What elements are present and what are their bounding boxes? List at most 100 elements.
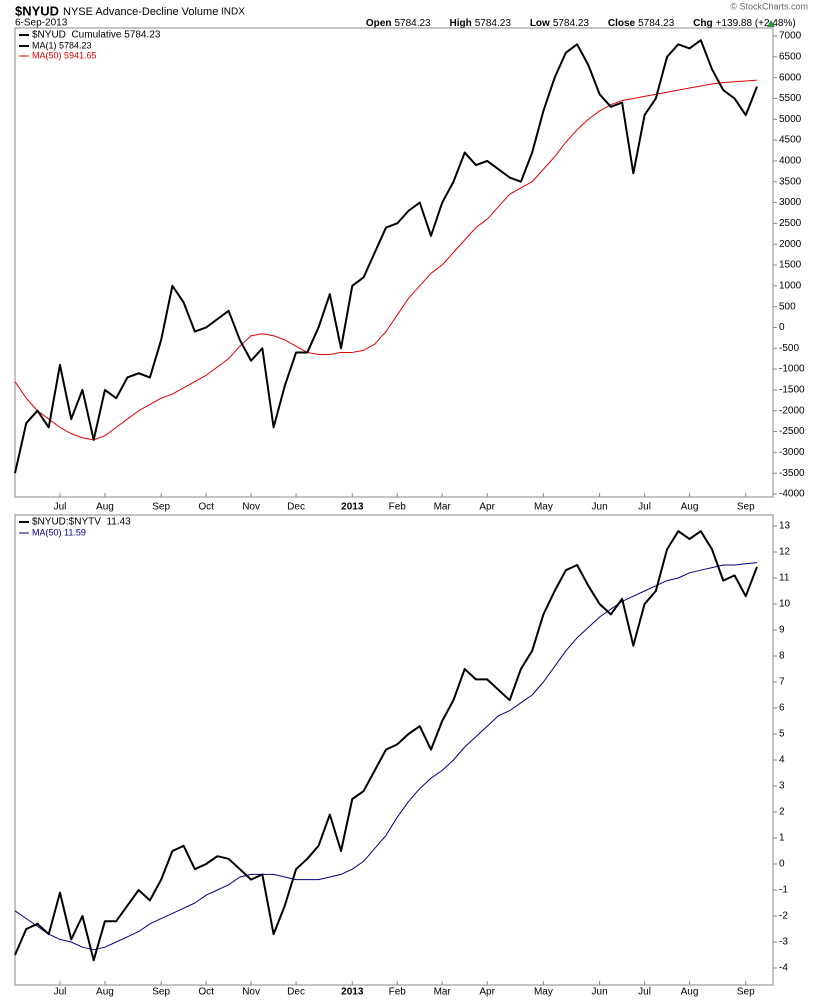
quote-value: 5784.23: [394, 18, 431, 29]
y-tick-label: -2000: [779, 405, 805, 416]
y-tick-label: 3500: [779, 176, 802, 187]
y-tick-label: 2000: [779, 239, 802, 250]
x-tick-label: Sep: [737, 502, 755, 513]
y-tick-label: 1: [779, 833, 785, 844]
x-tick-label: 2013: [341, 987, 364, 998]
x-tick-label: Jun: [592, 502, 608, 513]
quote: Open 5784.23 High 5784.23 Low 5784.23 Close…: [352, 18, 804, 29]
x-tick-label: Jul: [638, 502, 651, 513]
x-tick-label: Aug: [681, 987, 699, 998]
quote-value: 5784.23: [475, 18, 512, 29]
legend-label: MA(1) 5784.23: [32, 40, 92, 50]
y-tick-label: 1500: [779, 260, 802, 271]
legend-label: MA(50) 5941.65: [32, 50, 97, 60]
y-tick-label: 5: [779, 729, 785, 740]
series-line: [14, 39, 758, 474]
x-tick-label: Feb: [389, 502, 407, 513]
y-tick-label: -1: [779, 885, 788, 896]
x-tick-label: Dec: [287, 987, 305, 998]
y-tick-label: 6500: [779, 51, 802, 62]
y-tick-label: -3500: [779, 468, 805, 479]
x-tick-label: Sep: [737, 987, 755, 998]
x-tick-label: May: [534, 502, 553, 513]
legend-label: MA(50) 11.59: [32, 527, 86, 537]
y-tick-label: 5000: [779, 114, 802, 125]
x-tick-label: Sep: [152, 987, 170, 998]
quote-value: +139.88 (+2.48%): [716, 18, 796, 29]
x-tick-label: Feb: [389, 987, 407, 998]
x-tick-label: Nov: [242, 987, 260, 998]
y-tick-label: 6000: [779, 72, 802, 83]
legend-title: $NYUD:$NYTV 11.43: [32, 517, 131, 528]
x-tick-label: Mar: [434, 987, 452, 998]
x-tick-label: Aug: [96, 502, 114, 513]
x-tick-label: Aug: [681, 502, 699, 513]
y-tick-label: 4: [779, 755, 785, 766]
x-tick-label: 2013: [341, 502, 364, 513]
x-tick-label: Jul: [54, 987, 67, 998]
symbol: $NYUD: [15, 3, 59, 18]
quote-value: 5784.23: [638, 18, 675, 29]
y-tick-label: 12: [779, 547, 791, 558]
y-tick-label: -2500: [779, 426, 805, 437]
quote-label: Close: [608, 18, 636, 29]
y-tick-label: 1000: [779, 280, 802, 291]
y-tick-label: 4000: [779, 156, 802, 167]
quote-value: 5784.23: [553, 18, 590, 29]
quote-label: Low: [530, 18, 550, 29]
x-tick-label: Jul: [638, 987, 651, 998]
x-tick-label: Jul: [54, 502, 67, 513]
y-tick-label: 2: [779, 807, 785, 818]
series-line: [14, 530, 758, 962]
y-tick-label: -3000: [779, 447, 805, 458]
x-tick-label: Jun: [592, 987, 608, 998]
series-line: [14, 562, 758, 951]
plot-frame: [14, 514, 774, 986]
security-name: NYSE Advance-Decline Volume: [63, 6, 218, 18]
y-tick-label: 500: [779, 301, 796, 312]
x-tick-label: Apr: [479, 502, 495, 513]
y-tick-label: 4500: [779, 135, 802, 146]
exchange: INDX: [221, 7, 245, 18]
x-tick-label: Oct: [198, 987, 214, 998]
y-tick-label: 10: [779, 599, 791, 610]
y-tick-label: -1000: [779, 364, 805, 375]
x-tick-label: Dec: [287, 502, 305, 513]
y-tick-label: 9: [779, 625, 785, 636]
y-tick-label: 13: [779, 521, 791, 532]
quote-label: High: [450, 18, 472, 29]
x-tick-label: Mar: [434, 502, 452, 513]
y-tick-label: 3: [779, 781, 785, 792]
y-tick-label: -4000: [779, 489, 805, 500]
quote-label: Chg: [693, 18, 712, 29]
up-arrow: [767, 20, 775, 27]
series-line: [14, 79, 758, 441]
x-tick-label: Apr: [479, 987, 495, 998]
x-tick-label: Oct: [198, 502, 214, 513]
y-tick-label: 7: [779, 677, 785, 688]
y-tick-label: 6: [779, 703, 785, 714]
legend-title: $NYUD Cumulative 5784.23: [32, 30, 161, 41]
y-tick-label: -1500: [779, 385, 805, 396]
y-tick-label: -2: [779, 911, 788, 922]
y-tick-label: 0: [779, 322, 785, 333]
y-tick-label: 11: [779, 573, 790, 584]
x-tick-label: Sep: [152, 502, 170, 513]
x-tick-label: Aug: [96, 987, 114, 998]
y-tick-label: 3000: [779, 197, 802, 208]
y-tick-label: 8: [779, 651, 785, 662]
y-tick-label: -3: [779, 937, 788, 948]
quote-label: Open: [366, 18, 392, 29]
y-tick-label: -4: [779, 963, 788, 974]
copyright: © StockCharts.com: [730, 1, 808, 11]
x-tick-label: May: [534, 987, 553, 998]
plot-frame: [14, 27, 774, 498]
x-tick-label: Nov: [242, 502, 260, 513]
y-tick-label: 2500: [779, 218, 802, 229]
y-tick-label: -500: [779, 343, 799, 354]
y-tick-label: 0: [779, 859, 785, 870]
date: 6-Sep-2013: [15, 18, 68, 29]
y-tick-label: 7000: [779, 31, 802, 42]
y-tick-label: 5500: [779, 93, 802, 104]
